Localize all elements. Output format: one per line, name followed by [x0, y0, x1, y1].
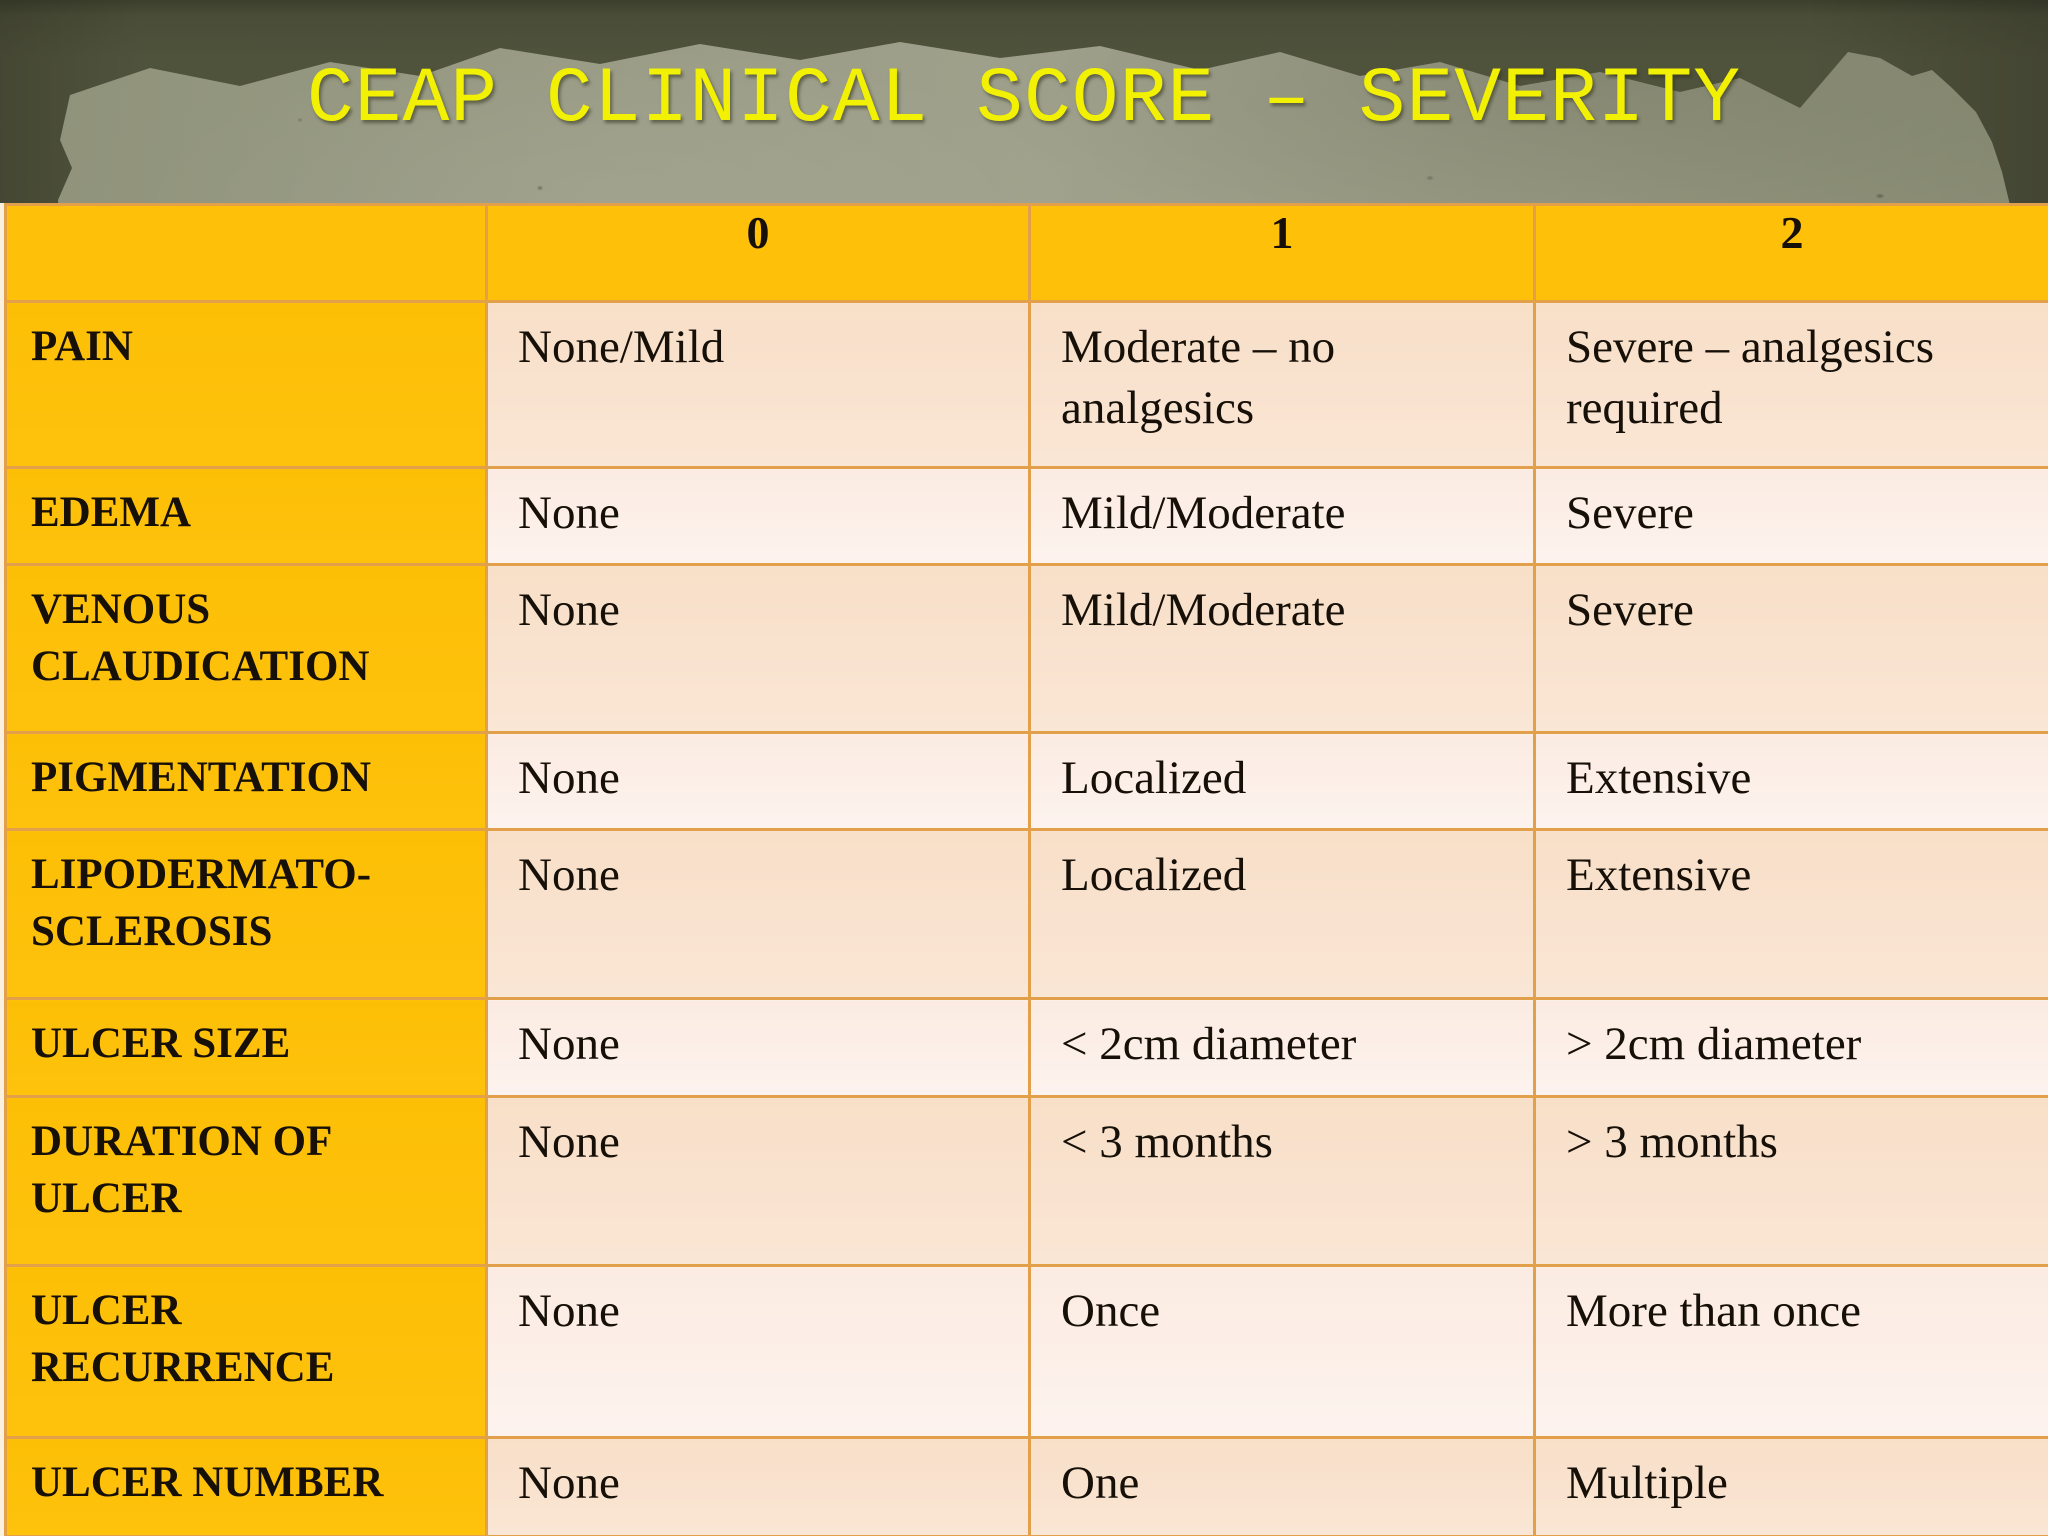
row-label-ulcer-size: ULCER SIZE — [4, 997, 488, 1098]
row-label-ulcer-number: ULCER NUMBER — [4, 1436, 488, 1536]
col-header-score-0: 0 — [485, 203, 1031, 303]
cell-recurrence-score0: None — [485, 1264, 1031, 1439]
cell-pigmentation-score2: Extensive — [1533, 731, 2048, 831]
cell-edema-score2: Severe — [1533, 466, 2048, 566]
row-label-pain: PAIN — [4, 300, 488, 469]
cell-duration-score0: None — [485, 1095, 1031, 1267]
cell-pigmentation-score0: None — [485, 731, 1031, 831]
header-row: 0 1 2 — [4, 203, 2048, 303]
cell-lipo-score2: Extensive — [1533, 828, 2048, 1000]
row-label-pigmentation: PIGMENTATION — [4, 731, 488, 831]
table-row-pain: PAIN None/Mild Moderate – no analgesics … — [4, 300, 2048, 469]
table-row-duration-of-ulcer: DURATION OF ULCER None < 3 months > 3 mo… — [4, 1095, 2048, 1267]
cell-ulcer-number-score1: One — [1028, 1436, 1536, 1536]
slide-title: CEAP CLINICAL SCORE – SEVERITY — [306, 56, 1742, 144]
ceap-severity-table: 0 1 2 PAIN None/Mild Moderate – no analg… — [0, 203, 2048, 1536]
row-label-lipodermatosclerosis: LIPODERMATO-SCLEROSIS — [4, 828, 488, 1000]
table-row-ulcer-size: ULCER SIZE None < 2cm diameter > 2cm dia… — [4, 997, 2048, 1098]
corner-header-cell — [4, 203, 488, 303]
cell-duration-score1: < 3 months — [1028, 1095, 1536, 1267]
cell-ulcer-number-score2: Multiple — [1533, 1436, 2048, 1536]
row-label-venous-claudication: VENOUS CLAUDICATION — [4, 563, 488, 734]
cell-pigmentation-score1: Localized — [1028, 731, 1536, 831]
cell-pain-score2: Severe – analgesics required — [1533, 300, 2048, 469]
cell-ulcer-size-score1: < 2cm diameter — [1028, 997, 1536, 1098]
row-label-duration-of-ulcer: DURATION OF ULCER — [4, 1095, 488, 1267]
severity-score-table: 0 1 2 PAIN None/Mild Moderate – no analg… — [4, 203, 2048, 1536]
table-row-pigmentation: PIGMENTATION None Localized Extensive — [4, 731, 2048, 831]
table-row-venous-claudication: VENOUS CLAUDICATION None Mild/Moderate S… — [4, 563, 2048, 734]
cell-recurrence-score1: Once — [1028, 1264, 1536, 1439]
cell-duration-score2: > 3 months — [1533, 1095, 2048, 1267]
cell-lipo-score0: None — [485, 828, 1031, 1000]
cell-pain-score1: Moderate – no analgesics — [1028, 300, 1536, 469]
col-header-score-2: 2 — [1533, 203, 2048, 303]
cell-venous-score1: Mild/Moderate — [1028, 563, 1536, 734]
table-row-ulcer-number: ULCER NUMBER None One Multiple — [4, 1436, 2048, 1536]
cell-pain-score0: None/Mild — [485, 300, 1031, 469]
cell-venous-score0: None — [485, 563, 1031, 734]
cell-ulcer-number-score0: None — [485, 1436, 1031, 1536]
row-label-ulcer-recurrence: ULCER RECURRENCE — [4, 1264, 488, 1439]
cell-edema-score0: None — [485, 466, 1031, 566]
table-row-lipodermatosclerosis: LIPODERMATO-SCLEROSIS None Localized Ext… — [4, 828, 2048, 1000]
table-row-edema: EDEMA None Mild/Moderate Severe — [4, 466, 2048, 566]
col-header-score-1: 1 — [1028, 203, 1536, 303]
cell-ulcer-size-score0: None — [485, 997, 1031, 1098]
cell-ulcer-size-score2: > 2cm diameter — [1533, 997, 2048, 1098]
cell-venous-score2: Severe — [1533, 563, 2048, 734]
cell-lipo-score1: Localized — [1028, 828, 1536, 1000]
row-label-edema: EDEMA — [4, 466, 488, 566]
cell-recurrence-score2: More than once — [1533, 1264, 2048, 1439]
cell-edema-score1: Mild/Moderate — [1028, 466, 1536, 566]
table-row-ulcer-recurrence: ULCER RECURRENCE None Once More than onc… — [4, 1264, 2048, 1439]
